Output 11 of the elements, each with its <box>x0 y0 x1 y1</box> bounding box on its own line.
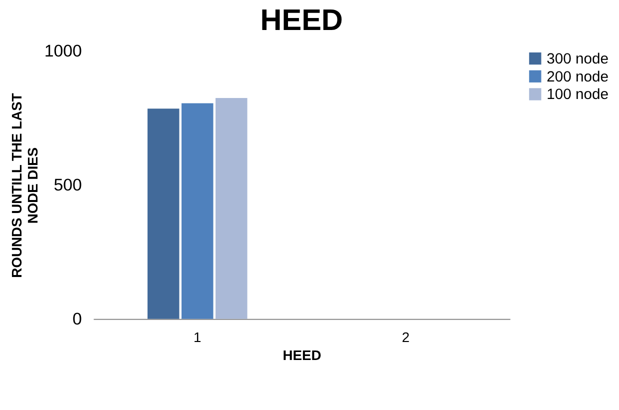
legend-label: 300 node <box>546 51 609 68</box>
legend-label: 200 node <box>546 69 609 86</box>
x-tick-label: 2 <box>402 329 410 346</box>
legend-label: 100 node <box>546 87 609 104</box>
chart-title: HEED <box>260 4 343 38</box>
y-axis-title: ROUNDS UNTILL THE LAST NODE DIES <box>8 92 40 278</box>
x-tick-label: 1 <box>194 329 202 346</box>
y-tick-label: 1000 <box>44 42 82 61</box>
x-axis-title: HEED <box>282 347 322 364</box>
y-tick-label: 0 <box>72 309 82 328</box>
y-tick-label: 500 <box>54 175 82 194</box>
